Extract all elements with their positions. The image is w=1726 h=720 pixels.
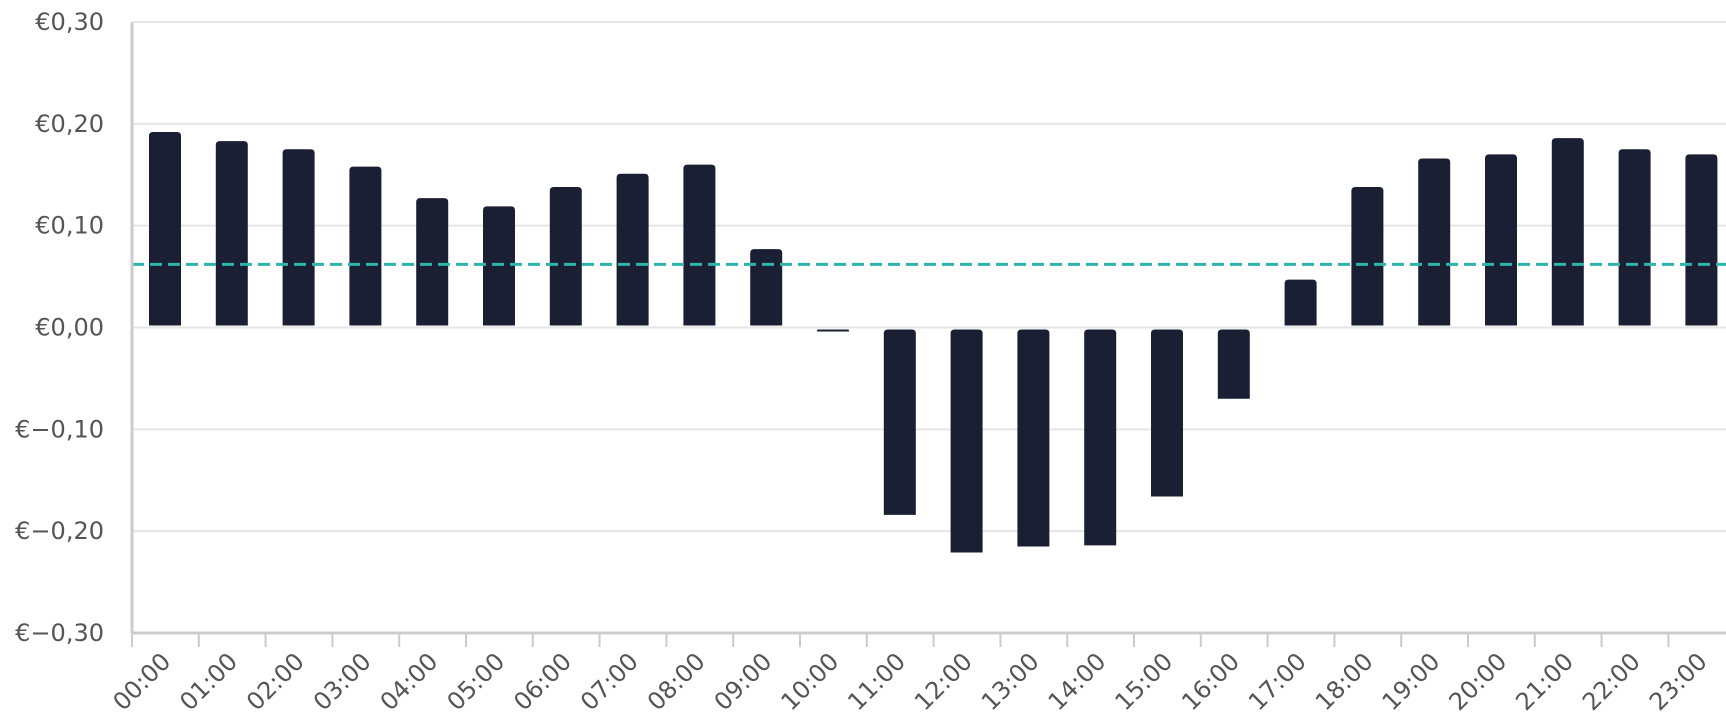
- bar[interactable]: [1084, 329, 1117, 546]
- x-tick-label: 09:00: [709, 647, 778, 716]
- bar[interactable]: [149, 131, 181, 326]
- bar[interactable]: [1151, 329, 1183, 497]
- x-tick-label: 19:00: [1377, 647, 1446, 716]
- bar[interactable]: [1551, 138, 1584, 326]
- x-tick-label: 11:00: [842, 647, 911, 716]
- x-tick-label: 10:00: [776, 647, 845, 716]
- x-tick-label: 18:00: [1310, 647, 1379, 716]
- bar[interactable]: [1284, 279, 1317, 326]
- x-tick-label: 16:00: [1176, 647, 1245, 716]
- y-tick-label: €0,30: [35, 8, 104, 36]
- x-tick-labels: 00:0001:0002:0003:0004:0005:0006:0007:00…: [108, 647, 1713, 716]
- x-tick-label: 20:00: [1444, 647, 1513, 716]
- x-tick-label: 02:00: [241, 647, 310, 716]
- bar[interactable]: [883, 329, 916, 515]
- y-tick-label: €−0,30: [15, 619, 104, 647]
- x-tick-label: 08:00: [642, 647, 711, 716]
- axes: [130, 22, 1726, 647]
- bar[interactable]: [750, 249, 783, 326]
- x-tick-label: 17:00: [1243, 647, 1312, 716]
- x-tick-label: 22:00: [1577, 647, 1646, 716]
- bar[interactable]: [683, 164, 716, 326]
- x-tick-label: 12:00: [909, 647, 978, 716]
- y-tick-labels: €0,30 €0,20 €0,10 €0,00 €−0,10 €−0,20 €−0,30: [15, 8, 104, 647]
- x-tick-label: 21:00: [1510, 647, 1579, 716]
- x-tick-label: 23:00: [1644, 647, 1713, 716]
- bar[interactable]: [349, 166, 382, 326]
- x-tick-label: 14:00: [1043, 647, 1112, 716]
- x-tick-label: 01:00: [174, 647, 243, 716]
- bar[interactable]: [215, 141, 248, 326]
- x-tick-label: 07:00: [575, 647, 644, 716]
- x-tick-label: 00:00: [108, 647, 177, 716]
- y-tick-label: €−0,20: [15, 517, 104, 545]
- x-tick-label: 06:00: [508, 647, 577, 716]
- x-tick-label: 03:00: [308, 647, 377, 716]
- bar[interactable]: [1351, 186, 1384, 326]
- bar[interactable]: [817, 329, 849, 332]
- y-tick-label: €0,00: [35, 314, 104, 342]
- bars: [149, 131, 1718, 553]
- y-tick-label: €−0,10: [15, 415, 104, 443]
- y-tick-label: €0,10: [35, 212, 104, 240]
- bar[interactable]: [1485, 154, 1517, 326]
- bar[interactable]: [1017, 329, 1050, 547]
- y-tick-label: €0,20: [35, 110, 104, 138]
- x-tick-label: 04:00: [375, 647, 444, 716]
- bar[interactable]: [549, 186, 582, 326]
- bar[interactable]: [483, 206, 515, 326]
- x-tick-label: 15:00: [1110, 647, 1179, 716]
- bar[interactable]: [616, 173, 649, 326]
- bar[interactable]: [416, 198, 449, 326]
- bar[interactable]: [1418, 158, 1451, 326]
- bar[interactable]: [1217, 329, 1250, 399]
- x-tick-label: 13:00: [976, 647, 1045, 716]
- bar[interactable]: [1685, 154, 1718, 326]
- bar[interactable]: [1618, 149, 1651, 326]
- bar[interactable]: [950, 329, 983, 553]
- grid-lines: [132, 21, 1726, 634]
- x-tick-label: 05:00: [442, 647, 511, 716]
- bar[interactable]: [282, 149, 315, 326]
